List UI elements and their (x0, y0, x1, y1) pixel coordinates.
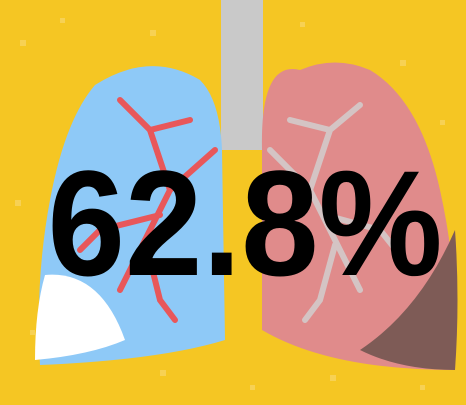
headline: 62.8% (48, 139, 443, 307)
speckles (15, 18, 445, 390)
right-lung (261, 62, 456, 370)
right-veins (267, 102, 403, 323)
left-lung-patch (35, 274, 125, 360)
right-lung-patch (360, 230, 458, 370)
left-veins (77, 97, 218, 323)
trachea (221, 0, 263, 150)
